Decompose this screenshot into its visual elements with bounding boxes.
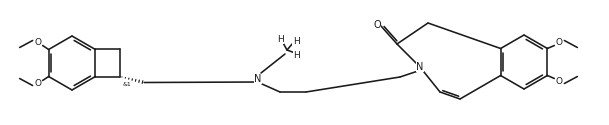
Text: H: H [293, 36, 300, 46]
Text: O: O [556, 77, 563, 86]
Text: H: H [276, 34, 283, 43]
Text: O: O [556, 38, 563, 47]
Text: N: N [255, 74, 262, 84]
Text: O: O [373, 20, 381, 30]
Text: H: H [294, 50, 300, 59]
Text: &1: &1 [122, 82, 131, 86]
Text: O: O [34, 79, 41, 88]
Text: N: N [417, 62, 424, 72]
Text: O: O [34, 38, 41, 47]
